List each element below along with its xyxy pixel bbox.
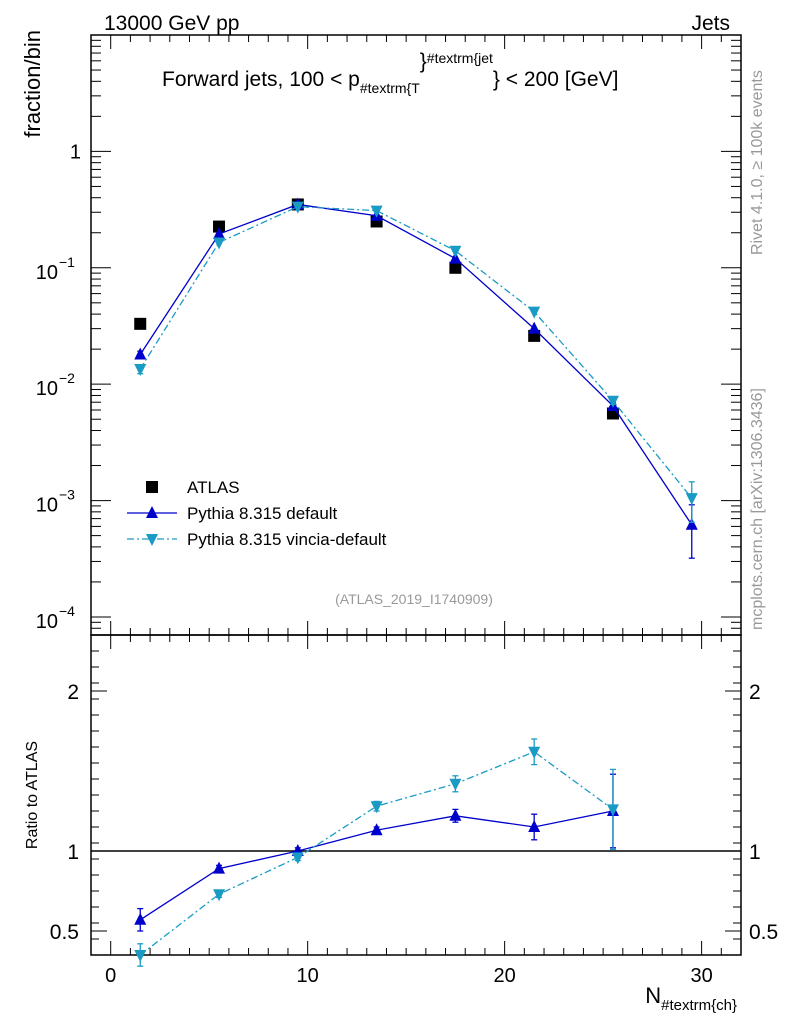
y-tick-label: 10	[36, 262, 58, 284]
data-point	[370, 801, 383, 814]
data-point	[134, 912, 147, 925]
data-point	[291, 201, 304, 214]
data-point	[449, 245, 462, 258]
header-left-label: 13000 GeV pp	[104, 12, 239, 35]
x-tick-label: 0	[105, 965, 116, 987]
xlabel-main-text: N	[645, 983, 661, 1008]
x-tick-label: 20	[494, 965, 516, 987]
data-point	[370, 823, 383, 836]
legend-label-atlas: ATLAS	[187, 478, 240, 497]
data-point	[685, 493, 698, 506]
data-point	[606, 395, 619, 408]
ratio-ylabel: Ratio to ATLAS	[24, 741, 41, 849]
title-end-text: } < 200 [GeV]	[493, 68, 619, 91]
y-tick-label: 2	[749, 681, 761, 704]
data-point	[213, 889, 226, 902]
data-point	[213, 220, 226, 233]
data-point	[213, 237, 226, 250]
data-point	[528, 746, 541, 759]
legend: ATLAS Pythia 8.315 default Pythia 8.315 vi…	[127, 478, 387, 549]
y-tick-label: 10	[36, 378, 58, 400]
legend-label-default: Pythia 8.315 default	[187, 504, 338, 523]
rivet-side-label: Rivet 4.1.0, ≥ 100k events	[749, 70, 766, 255]
analysis-watermark: (ATLAS_2019_I1740909)	[335, 591, 493, 607]
data-point	[146, 534, 158, 546]
data-point	[146, 481, 158, 493]
series-line-vincia	[139, 206, 693, 499]
y-tick-label: 10	[36, 495, 58, 517]
title-subscript: #textrm{T	[360, 80, 420, 96]
data-point	[528, 306, 541, 319]
y-tick-label: 2	[67, 681, 79, 704]
series-line-default	[139, 203, 693, 526]
y-tick-label-exponent: −4	[59, 603, 75, 619]
data-point	[606, 804, 619, 817]
title-main-text: Forward jets, 100 < p	[162, 68, 360, 91]
data-point	[685, 517, 698, 530]
data-point	[449, 261, 462, 274]
title-superscript: #textrm{jet	[427, 50, 493, 66]
y-tick-label: 10	[36, 611, 58, 633]
y-tick-label: 1	[749, 841, 761, 864]
x-tick-label: 10	[297, 965, 319, 987]
y-tick-label: 1	[70, 141, 81, 163]
data-point	[213, 861, 226, 874]
y-tick-label-exponent: −3	[59, 487, 75, 503]
data-point	[449, 778, 462, 791]
y-tick-label: 1	[67, 841, 79, 864]
data-point	[528, 321, 541, 334]
ratio-panel: 0 10 20 30 0.5 0.5 1 1 2 2	[50, 634, 778, 987]
series-line-vincia	[139, 751, 614, 956]
data-point	[146, 506, 158, 518]
main-plot-title: Forward jets, 100 < p#textrm{T}#textrm{j…	[162, 50, 618, 96]
data-point	[528, 820, 541, 832]
y-tick-label-exponent: −1	[59, 254, 75, 270]
header-right-label: Jets	[691, 12, 730, 35]
data-point	[134, 317, 147, 330]
data-point	[213, 227, 226, 240]
data-point	[134, 347, 147, 360]
data-point	[370, 205, 383, 218]
y-tick-label: 0.5	[749, 921, 778, 944]
legend-label-vincia: Pythia 8.315 vincia-default	[187, 530, 387, 549]
data-point	[134, 364, 147, 377]
x-tick-label: 30	[690, 965, 712, 987]
y-tick-label-exponent: −2	[59, 370, 75, 386]
data-point	[134, 950, 147, 962]
data-point	[449, 808, 462, 821]
y-tick-label: 0.5	[50, 921, 79, 944]
data-point	[291, 852, 304, 865]
main-ylabel: fraction/bin	[20, 30, 45, 138]
mcplots-side-label: mcplots.cern.ch [arXiv:1306.3436]	[749, 388, 766, 630]
main-panel: 110−110−210−310−4	[36, 34, 742, 636]
ratio-xlabel: N#textrm{ch}	[645, 983, 737, 1014]
title-close-brace: }	[420, 50, 427, 73]
xlabel-subscript: #textrm{ch}	[661, 997, 737, 1014]
